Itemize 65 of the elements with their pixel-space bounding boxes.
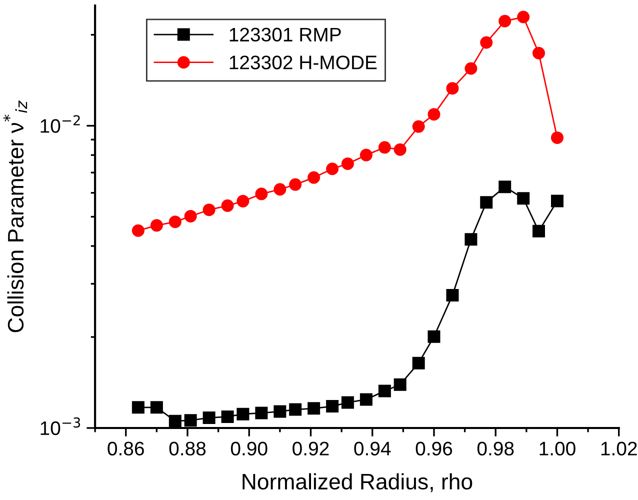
point <box>308 402 320 415</box>
point <box>378 141 391 154</box>
point <box>132 401 144 414</box>
point <box>480 36 493 49</box>
point <box>168 414 182 428</box>
point <box>360 393 372 406</box>
point <box>480 196 493 209</box>
point <box>202 204 216 216</box>
point <box>274 183 286 196</box>
point <box>255 406 268 420</box>
x-tick-label: 0.94 <box>354 442 391 456</box>
x-axis-title: Normalized Radius, rho <box>242 473 472 492</box>
point <box>221 199 234 212</box>
y-axis-title: Collision Parameter ν$^{*}$$_{iz}$ <box>3 100 28 332</box>
point <box>550 194 564 208</box>
point <box>498 180 512 194</box>
legend-label: 123302 H-MODE <box>230 56 377 70</box>
point <box>498 14 512 28</box>
y-tick-label: 10$^{−3}$ <box>40 417 80 436</box>
x-tick-label: 0.86 <box>108 442 144 456</box>
point <box>202 412 216 424</box>
x-tick-label: 0.92 <box>292 442 329 456</box>
point <box>289 403 302 416</box>
point <box>236 194 250 208</box>
x-tick-label: 0.98 <box>477 442 514 456</box>
point <box>394 143 406 156</box>
point <box>412 120 425 133</box>
legend-label: 123301 RMP <box>230 28 341 42</box>
point <box>341 157 354 170</box>
point <box>150 401 163 414</box>
x-tick-label: 0.90 <box>230 442 268 456</box>
point <box>150 219 163 232</box>
point <box>378 384 391 398</box>
point <box>446 288 459 302</box>
x-tick-label: 0.88 <box>169 442 206 456</box>
point <box>255 188 268 200</box>
point <box>517 192 530 205</box>
point <box>289 178 302 191</box>
point <box>464 233 478 246</box>
point <box>394 378 406 391</box>
point <box>412 356 425 370</box>
point <box>532 224 545 238</box>
point <box>550 131 564 144</box>
point <box>517 10 530 24</box>
x-tick-label: 1.02 <box>601 442 637 456</box>
point <box>308 171 320 184</box>
point <box>341 396 354 409</box>
point <box>326 162 339 176</box>
point <box>464 62 478 75</box>
point <box>221 410 234 423</box>
y-tick-label: 10$^{−2}$ <box>40 115 80 133</box>
point <box>360 148 372 162</box>
point <box>446 82 459 95</box>
point <box>168 216 182 228</box>
point <box>532 46 545 60</box>
point <box>428 330 440 343</box>
point <box>184 414 197 427</box>
point <box>274 405 286 418</box>
point <box>428 108 440 121</box>
x-tick-label: 0.96 <box>416 442 452 456</box>
point <box>132 224 144 237</box>
point <box>326 400 339 413</box>
point <box>184 210 197 222</box>
point <box>236 408 250 420</box>
x-tick-label: 1.00 <box>540 442 576 456</box>
